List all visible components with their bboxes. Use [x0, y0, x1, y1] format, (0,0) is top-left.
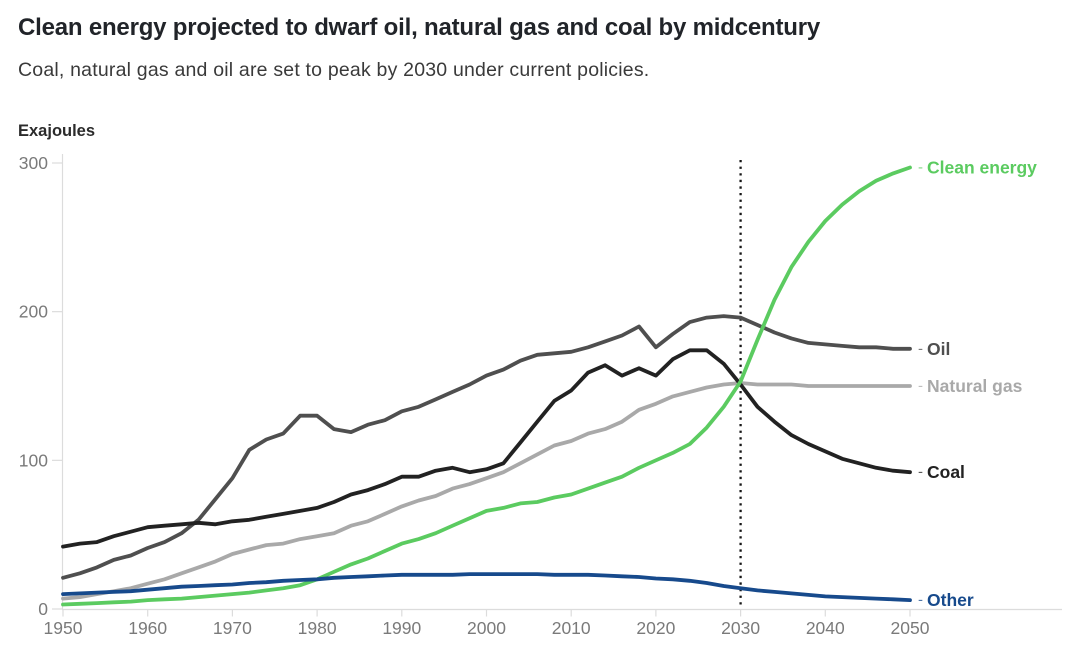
series-label-dash-coal: -: [918, 464, 923, 481]
x-tick-label: 2030: [721, 618, 760, 638]
y-tick-label: 300: [19, 153, 48, 173]
y-axis-unit-label: Exajoules: [18, 122, 96, 140]
chart-title: Clean energy projected to dwarf oil, nat…: [18, 14, 820, 41]
series-label-clean-energy: Clean energy: [927, 157, 1037, 177]
series-label-dash-oil: -: [918, 340, 923, 357]
x-tick-label: 1990: [382, 618, 421, 638]
x-tick-label: 2040: [806, 618, 845, 638]
x-tick-label: 1970: [213, 618, 252, 638]
y-tick-label: 200: [19, 302, 48, 322]
x-tick-label: 1980: [298, 618, 337, 638]
series-label-natural-gas: Natural gas: [927, 376, 1023, 396]
x-tick-label: 2050: [891, 618, 930, 638]
series-line-natural-gas: [61, 381, 912, 601]
y-tick-label: 100: [19, 450, 48, 470]
y-tick-label: 0: [38, 599, 48, 619]
x-tick-label: 2000: [467, 618, 506, 638]
series-label-coal: Coal: [927, 462, 965, 482]
series-line-other: [61, 572, 912, 602]
x-tick-label: 1960: [128, 618, 167, 638]
series-label-other: Other: [927, 590, 974, 610]
chart-subtitle: Coal, natural gas and oil are set to pea…: [18, 59, 650, 81]
series-line-clean-energy: [61, 165, 912, 607]
series-label-dash-clean-energy: -: [918, 159, 923, 176]
series-label-dash-other: -: [918, 592, 923, 609]
x-tick-label: 2010: [552, 618, 591, 638]
series-line-coal: [61, 348, 912, 549]
x-tick-label: 2020: [636, 618, 675, 638]
x-tick-label: 1950: [44, 618, 83, 638]
series-label-oil: Oil: [927, 339, 950, 359]
series-label-dash-natural-gas: -: [918, 378, 923, 395]
series-line-oil: [61, 314, 912, 580]
